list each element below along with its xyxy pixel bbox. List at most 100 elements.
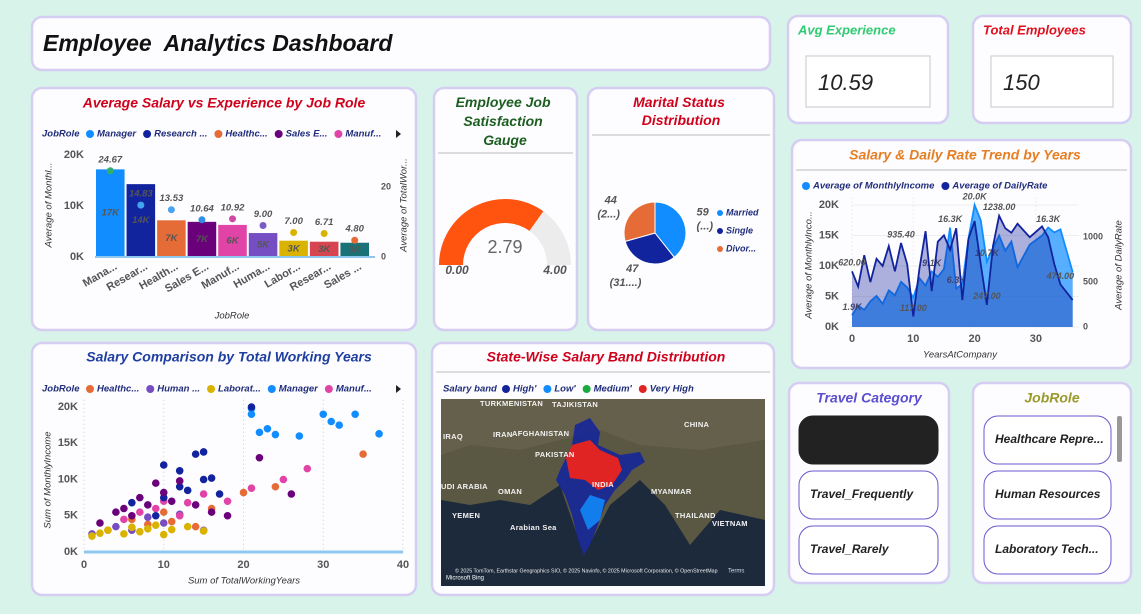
slicer-item-label: Laboratory Tech... (995, 542, 1099, 556)
y-tick-label: 0K (825, 321, 839, 333)
point (120, 515, 128, 524)
series-line (851, 213, 1074, 317)
x-tick-label: 40 (397, 559, 409, 571)
point (259, 222, 267, 230)
point (199, 448, 208, 456)
point (247, 410, 256, 419)
y-tick-label: 20K (58, 401, 78, 413)
card-value: 150 (1003, 70, 1040, 95)
point (167, 517, 176, 526)
slicer-item[interactable] (983, 470, 1112, 520)
legend-label: Medium' (594, 384, 633, 395)
point (137, 201, 145, 209)
point-label: 10.64 (190, 203, 214, 214)
point (320, 230, 328, 238)
y-tick-label: 20K (64, 149, 84, 161)
point (175, 511, 184, 520)
legend-label: Laborat... (218, 384, 261, 395)
slicer-title: JobRole (1024, 390, 1079, 406)
point-label: 16.3K (938, 214, 964, 224)
point (120, 530, 128, 538)
series-line (851, 201, 1074, 316)
slicer-item-label: Travel_Frequently (810, 487, 914, 501)
bar (309, 241, 339, 257)
point (290, 229, 298, 237)
point (104, 526, 112, 535)
slicer-item[interactable] (798, 415, 939, 465)
bar (187, 221, 217, 257)
panel (30, 341, 418, 597)
legend-label: Research ... (154, 129, 207, 140)
point (327, 417, 336, 426)
slicer-title: Travel Category (816, 390, 923, 406)
area-fill (852, 215, 1073, 327)
scrollbar[interactable] (1117, 416, 1122, 462)
x-tick-label: 30 (1030, 333, 1042, 345)
card-label: Avg Experience (797, 22, 896, 37)
slicer-item[interactable] (983, 525, 1112, 575)
card-label: Total Employees (983, 22, 1086, 37)
point (136, 508, 144, 516)
y-axis-title: Average of Monthl... (44, 163, 55, 249)
point (159, 488, 168, 497)
legend-label: Sales E... (286, 129, 328, 140)
legend-marker (582, 385, 591, 393)
point-label: 14.83 (129, 189, 153, 200)
point (136, 493, 144, 502)
bar-label: 7K (196, 234, 209, 245)
legend-scroll[interactable] (396, 385, 401, 393)
slicer-item-label: Travel_Rarely (810, 542, 890, 556)
map-label: OMAN (498, 487, 522, 496)
point-label: 13.53 (159, 193, 183, 204)
point (229, 215, 236, 223)
legend-scroll[interactable] (396, 130, 401, 138)
legend-marker (502, 385, 510, 393)
point (144, 501, 152, 509)
point (255, 453, 264, 462)
map-terrain (441, 399, 765, 455)
bar-label: 3K (349, 244, 362, 255)
chart-title: Salary Comparison by Total Working Years (86, 349, 372, 365)
slicer-item[interactable] (798, 525, 939, 575)
y-tick-label: 5K (64, 510, 78, 522)
legend-marker (143, 130, 152, 138)
point (175, 477, 184, 485)
bar (248, 233, 278, 257)
bar (218, 224, 247, 257)
legend-marker (334, 130, 343, 138)
legend-title: JobRole (42, 129, 80, 140)
point (167, 497, 176, 506)
map-label: Arabian Sea (510, 523, 557, 532)
map-terms: Terms (728, 569, 744, 575)
point (151, 511, 160, 520)
bar-label: 3K (318, 244, 331, 255)
slice-label: 59 (...) (697, 206, 714, 232)
point (255, 428, 264, 437)
map-region (580, 495, 605, 530)
y-tick-label: 15K (58, 437, 78, 449)
point (88, 532, 96, 540)
bar (340, 242, 369, 257)
point (287, 490, 296, 498)
legend-label: Manager (279, 384, 319, 395)
x-axis-title: Sum of TotalWorkingYears (188, 576, 300, 587)
pie-slice (623, 201, 656, 242)
map-label: YEMEN (452, 511, 480, 520)
x-tick-label: 0 (81, 559, 87, 571)
point (96, 529, 104, 537)
card-box (990, 55, 1114, 108)
panel (30, 86, 418, 332)
y2-tick-label: 1000 (1083, 232, 1103, 242)
point (263, 424, 272, 433)
legend-marker (802, 182, 810, 190)
y2-axis-title: Average of DailyRate (1114, 220, 1125, 311)
point-label: 9.00 (254, 209, 273, 220)
slicer-item[interactable] (983, 415, 1112, 465)
legend-label: Married (726, 207, 759, 217)
y-tick-label: 10K (819, 260, 839, 272)
point (151, 504, 160, 513)
map-label: INDIA (592, 480, 614, 489)
panel (586, 86, 776, 332)
slicer-item[interactable] (798, 470, 939, 520)
